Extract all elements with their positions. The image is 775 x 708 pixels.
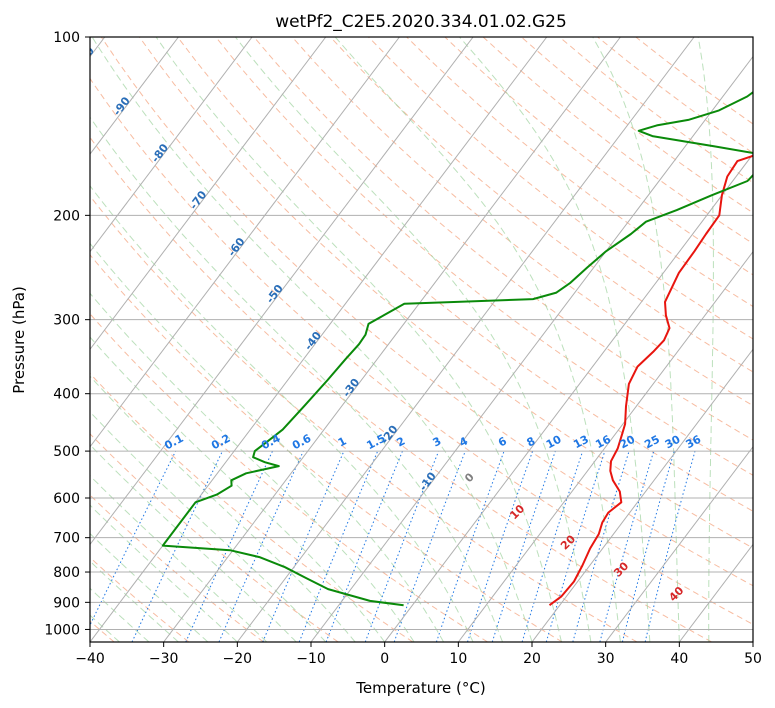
x-tick-label: 10 [449,651,467,667]
plot-frame [89,36,754,643]
mixing-ratio-label: 20 [618,433,638,452]
mixing-ratio-line [298,450,379,642]
isotherm [457,250,753,642]
y-tick-label: 800 [53,565,80,581]
mixing-ratio-line [364,450,440,642]
dry-adiabat [90,195,638,642]
moist-adiabat [90,336,386,642]
mixing-ratio-label: 36 [684,433,704,452]
x-tick-label: −20 [223,651,253,667]
moist-adiabat [90,375,356,642]
mixing-ratio-line [521,450,584,642]
mixing-ratio-line [218,450,304,642]
isotherm [90,37,474,546]
dry-adiabat [253,37,753,441]
mixing-ratio-line [572,450,630,642]
isotherm [90,37,179,155]
chart-title: wetPf2_C2E5.2020.334.01.02.G25 [275,12,567,32]
mixing-ratio-label: 10 [544,433,564,452]
moist-adiabat [334,37,621,642]
isotherm [236,37,695,642]
moist-adiabat [91,37,533,642]
y-tick-label: 500 [53,444,80,460]
mixing-ratio-label: 16 [593,433,613,452]
mixing-ratio-label: 30 [663,433,683,452]
moist-adiabat [90,411,327,642]
dry-adiabat [330,37,753,373]
isotherm [90,37,327,351]
moist-adiabat [459,37,651,642]
isotherm [605,446,753,642]
mixing-ratio-line [491,450,556,642]
y-tick-label: 900 [53,595,80,611]
y-tick-label: 1000 [44,622,80,638]
mixing-ratio-line [467,450,534,642]
y-tick-label: 400 [53,387,80,403]
mixing-ratio-line [262,450,345,642]
mixing-ratio-line [435,450,505,642]
axes: −40 −30 −20 −10 0 10 20 30 40 50 100 200 300 400 500 60… [44,30,762,667]
moist-adiabat [90,444,297,642]
y-tick-label: 200 [53,208,80,224]
x-tick-label: −40 [75,651,105,667]
mixing-ratio-label: 25 [642,433,662,452]
mixing-ratio-line [621,450,675,642]
moist-adiabat [90,242,445,642]
dry-adiabat [90,372,414,642]
x-tick-label: 30 [597,651,615,667]
x-tick-label: 20 [523,651,541,667]
dry-adiabat [291,37,753,407]
x-tick-label: 0 [380,651,389,667]
y-tick-label: 100 [53,30,80,46]
dry-adiabat [177,37,753,512]
isotherm [310,55,753,642]
y-tick-label: 700 [53,531,80,547]
moist-adiabat [697,37,714,642]
mixing-ratio-line [599,450,655,642]
mixing-ratio-line [90,450,177,627]
isotherm [90,37,253,253]
isotherm [531,348,753,642]
x-tick-label: −10 [296,651,326,667]
moist-adiabat [235,37,592,642]
temperature-profile [548,154,753,607]
x-tick-label: 50 [744,651,762,667]
moist-adiabat [90,116,503,642]
plot-area: -100-90-80-70-60-50-40-30-20-100.10.20.4… [90,37,753,642]
dewpoint-profile [161,90,753,607]
moist-adiabat [592,37,680,642]
isotherm [384,153,753,642]
y-tick-label: 600 [53,491,80,507]
isotherm [163,37,621,642]
x-axis-label: Temperature (°C) [355,679,485,697]
isotherm [90,37,400,448]
y-tick-label: 300 [53,313,80,329]
dry-adiabat [215,37,753,476]
x-tick-label: −30 [149,651,179,667]
y-axis-label: Pressure (hPa) [10,286,28,394]
x-tick-label: 40 [670,651,688,667]
moist-adiabat [90,184,474,642]
moist-adiabat [90,475,268,642]
mixing-ratio-label: 13 [571,433,591,452]
mixing-ratio-line [545,450,606,642]
dry-adiabat [90,433,339,642]
mixing-ratio-line [325,450,403,642]
